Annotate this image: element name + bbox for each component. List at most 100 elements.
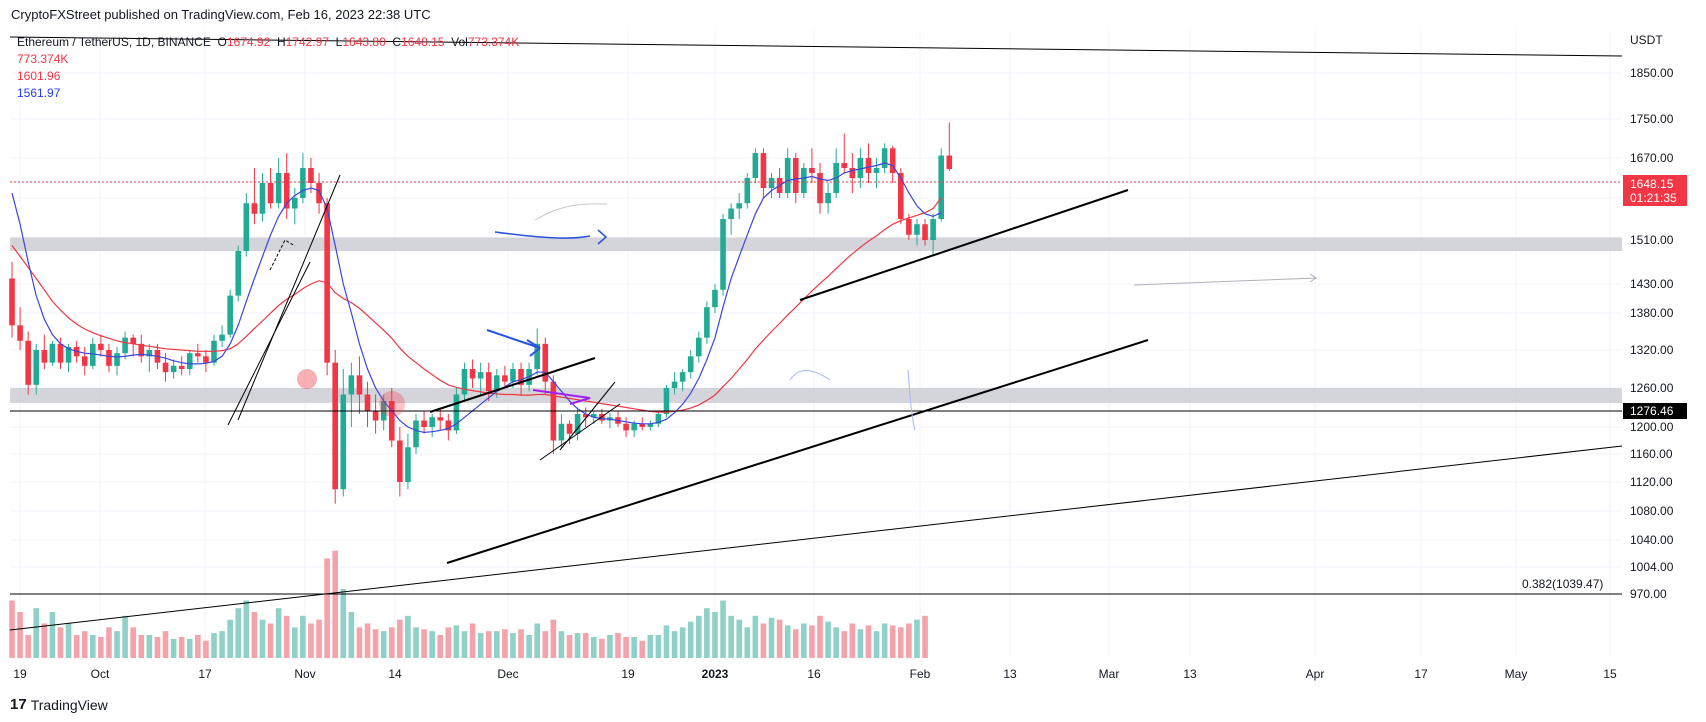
volume-bar — [849, 623, 856, 658]
candle-body — [485, 372, 492, 392]
price-axis[interactable]: USDT 1850.001750.001670.001590.001510.00… — [1630, 33, 1674, 601]
candle-body — [267, 183, 274, 204]
volume-bar — [9, 600, 15, 658]
candle-body — [453, 394, 460, 431]
price-tick-label: 1200.00 — [1630, 420, 1674, 434]
high-label: H — [276, 35, 286, 49]
volume-bar — [348, 612, 355, 658]
volume-bar — [73, 635, 80, 658]
candle-body — [372, 410, 379, 421]
candle-body — [130, 337, 136, 344]
volume-bar — [752, 615, 759, 658]
candle-body — [332, 362, 338, 490]
volume-bar — [590, 636, 597, 658]
candle-body — [679, 372, 686, 382]
ma-slow-legend: 1601.96 — [17, 69, 61, 83]
volume-bar — [720, 600, 726, 658]
volume-bar — [534, 623, 540, 658]
time-tick-label: Mar — [1099, 667, 1120, 681]
brand-label: TradingView — [30, 696, 108, 713]
candle-body — [300, 168, 306, 198]
arrow-annotation — [494, 229, 608, 245]
candle-body — [534, 343, 540, 369]
volume-bar — [170, 638, 177, 658]
volume-bar — [809, 625, 815, 658]
volume-bar — [922, 615, 928, 658]
candle-body — [873, 168, 880, 173]
candle-body — [186, 353, 193, 369]
candle-body — [938, 155, 944, 219]
volume-bar — [550, 619, 557, 658]
candle-body — [251, 203, 258, 214]
volume-bar — [744, 627, 751, 658]
candle-body — [49, 343, 56, 363]
candle-body — [801, 168, 807, 193]
candle-body — [542, 343, 549, 382]
volume-bar — [397, 619, 403, 658]
volume-bar — [300, 615, 306, 658]
time-tick-label: 17 — [1414, 667, 1428, 681]
candle-body — [494, 375, 500, 392]
flag-line — [539, 403, 621, 461]
volume-bar — [437, 635, 444, 658]
volume-bar — [90, 635, 96, 658]
candle-body — [477, 372, 484, 379]
candle-body — [65, 346, 72, 363]
volume-bar — [453, 625, 460, 658]
candle-body — [946, 155, 953, 169]
candle-body — [898, 173, 904, 219]
candle-body — [81, 356, 88, 366]
support-zones — [10, 237, 1622, 403]
candle-body — [57, 343, 64, 363]
countdown-label: 01:21:35 — [1630, 191, 1677, 205]
volume-bar — [833, 627, 839, 658]
support-zone — [10, 237, 1622, 251]
ohlc-legend: Ethereum / TetherUS, 1D, BINANCE O1674.9… — [17, 35, 519, 49]
volume-bar — [857, 629, 864, 658]
candle-body — [906, 219, 912, 235]
volume-bar — [122, 615, 128, 658]
volume-bar — [510, 633, 516, 658]
time-axis[interactable]: 19 Oct 17 Nov 14 Dec 19 2023 16 Feb 13 Mar 13 Apr 17 Ma… — [13, 667, 1617, 681]
vol-value: 773.374K — [467, 35, 520, 49]
volume-bar — [881, 623, 888, 658]
price-tick-label: 1670.00 — [1630, 151, 1674, 165]
time-tick-label: 17 — [198, 667, 212, 681]
volume-bar — [259, 619, 266, 658]
volume-bar — [203, 640, 209, 658]
channel-upper-right — [799, 189, 1129, 301]
volume-bar — [728, 615, 734, 658]
volume-bar — [687, 621, 694, 658]
volume-bar — [275, 608, 282, 658]
volume-bar — [663, 625, 670, 658]
arrow-annotation — [789, 370, 831, 381]
candle-body — [857, 158, 864, 178]
time-tick-label: Oct — [91, 667, 110, 681]
volume-bar — [615, 633, 621, 658]
price-tick-label: 1850.00 — [1630, 66, 1674, 80]
volume-bar — [607, 635, 613, 658]
candle-body — [122, 337, 128, 354]
candle-body — [712, 289, 718, 308]
candle-body — [655, 414, 662, 424]
candle-body — [219, 334, 225, 341]
candle-body — [825, 193, 831, 204]
candle-body — [881, 148, 888, 168]
candle-body — [41, 350, 48, 363]
volume-bar — [712, 612, 718, 658]
volume-bar — [784, 625, 791, 658]
volume-bar — [865, 625, 872, 658]
price-tick-label: 1260.00 — [1630, 381, 1674, 395]
grid — [10, 30, 1622, 655]
volume-bar — [696, 615, 702, 658]
volume-bar — [413, 627, 419, 658]
volume-bar — [647, 635, 654, 658]
candle-body — [922, 224, 928, 240]
footer[interactable]: 17 TradingView — [10, 696, 108, 713]
low-label: L — [335, 35, 343, 49]
marked-level-label: 1276.46 — [1630, 404, 1674, 418]
candle-body — [25, 340, 31, 385]
ma-fast-legend: 1561.97 — [17, 86, 61, 100]
time-tick-label: Nov — [294, 667, 315, 681]
